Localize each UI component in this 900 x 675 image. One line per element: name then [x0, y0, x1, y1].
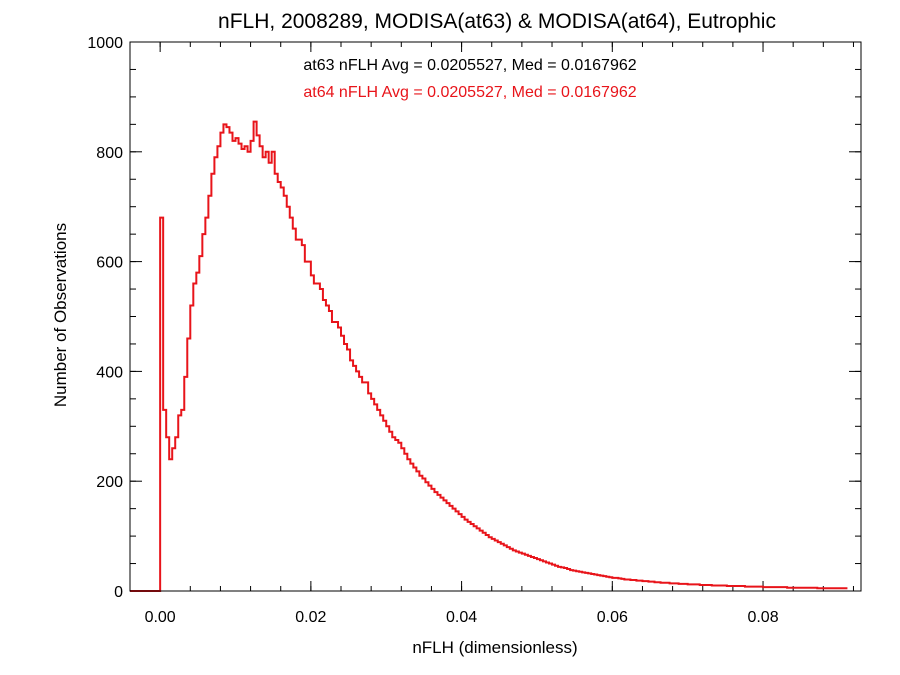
y-axis-tick-labels: 0 200 400 600 800 1000 [87, 35, 123, 601]
y-tick-label: 0 [114, 584, 123, 601]
plot-frame [129, 41, 862, 592]
histogram-series-line [130, 120, 848, 592]
y-axis-ticks [130, 41, 861, 592]
x-tick-label: 0.00 [145, 609, 176, 626]
y-tick-label: 200 [96, 474, 123, 491]
y-tick-label: 1000 [87, 35, 123, 52]
x-tick-label: 0.08 [747, 609, 778, 626]
y-tick-label: 600 [96, 255, 123, 272]
y-tick-label: 400 [96, 364, 123, 381]
x-axis-label: nFLH (dimensionless) [412, 638, 577, 657]
y-tick-label: 800 [96, 145, 123, 162]
x-tick-label: 0.02 [295, 609, 326, 626]
x-axis-tick-labels: 0.00 0.02 0.04 0.06 0.08 [145, 609, 779, 626]
x-tick-label: 0.04 [446, 609, 477, 626]
x-axis-ticks [129, 42, 854, 591]
annotation-at63: at63 nFLH Avg = 0.0205527, Med = 0.01679… [303, 57, 636, 74]
chart-title: nFLH, 2008289, MODISA(at63) & MODISA(at6… [218, 10, 776, 33]
x-tick-label: 0.06 [597, 609, 628, 626]
y-axis-label: Number of Observations [51, 223, 70, 407]
annotation-at64: at64 nFLH Avg = 0.0205527, Med = 0.01679… [303, 84, 636, 101]
